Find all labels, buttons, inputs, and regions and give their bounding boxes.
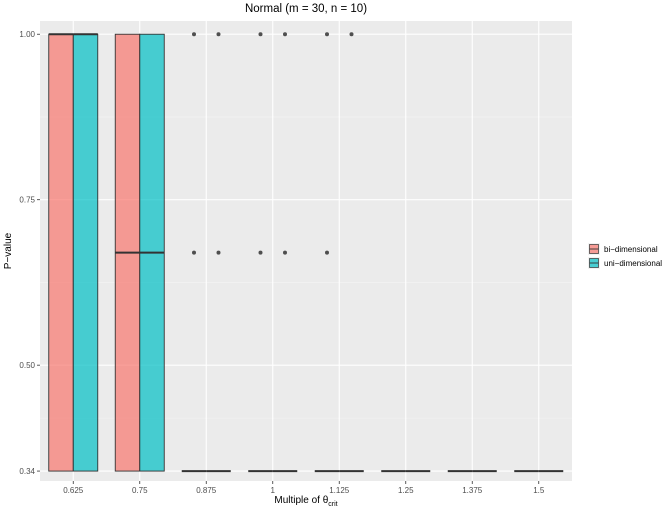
outlier-point <box>216 250 221 255</box>
outlier-point <box>216 32 221 37</box>
outlier-point <box>325 250 329 255</box>
chart-title: Normal (m = 30, n = 10) <box>245 3 367 15</box>
chart-marks <box>48 32 564 473</box>
outlier-point <box>192 32 196 37</box>
legend: bi−dimensional uni−dimensional <box>588 243 662 269</box>
y-tick-label: 1.00 <box>19 30 35 39</box>
x-tick-label: 1.125 <box>329 486 350 495</box>
outlier-point <box>349 32 354 37</box>
legend-label: uni−dimensional <box>604 259 662 268</box>
x-axis-title: Multiple of θcrit <box>274 495 337 508</box>
x-tick-label: 1.25 <box>398 486 414 495</box>
x-tick-label: 1 <box>271 486 276 495</box>
x-tick-label: 1.5 <box>533 486 545 495</box>
x-axis-title-main: Multiple of θ <box>274 495 328 506</box>
box <box>72 33 99 472</box>
legend-label: bi−dimensional <box>604 245 658 254</box>
outlier-point <box>283 32 287 37</box>
outlier-point <box>325 32 329 37</box>
y-axis-title: P−value <box>3 232 14 269</box>
axes: 0.34 0.50 0.75 1.00 0.625 0.75 0.875 1 1.125 1.25… <box>19 30 544 495</box>
y-tick-label: 0.34 <box>19 467 35 476</box>
x-tick-label: 0.875 <box>196 486 217 495</box>
x-tick-label: 0.625 <box>63 486 84 495</box>
x-tick-label: 1.375 <box>462 486 483 495</box>
x-axis-title-subscript: crit <box>328 501 337 508</box>
x-tick-label: 0.75 <box>132 486 148 495</box>
y-tick-label: 0.50 <box>19 361 35 370</box>
y-tick-label: 0.75 <box>19 196 35 205</box>
outlier-point <box>192 250 196 255</box>
outlier-point <box>283 250 287 255</box>
outlier-point <box>258 250 263 255</box>
outlier-point <box>258 32 263 37</box>
box <box>48 33 74 472</box>
